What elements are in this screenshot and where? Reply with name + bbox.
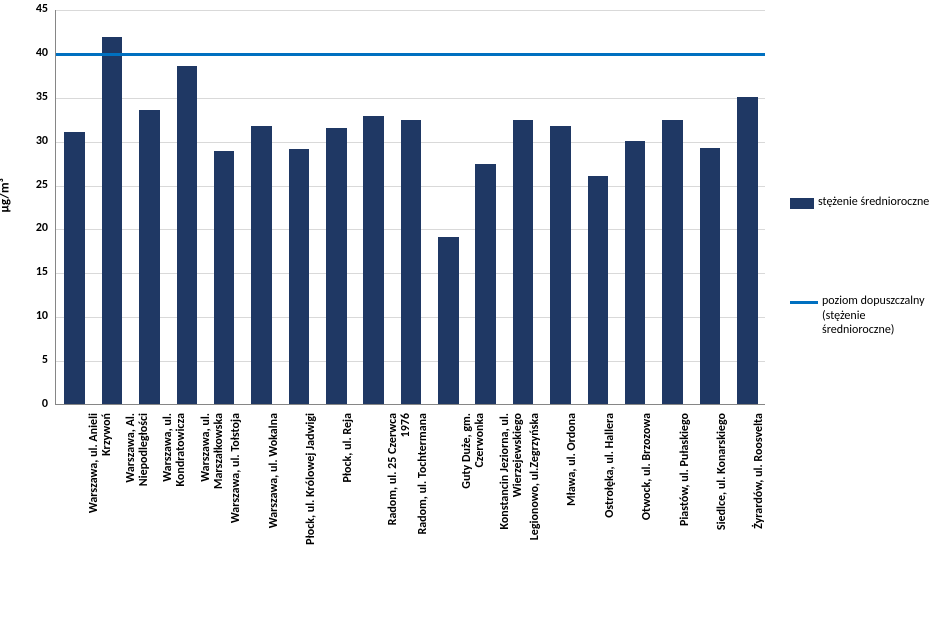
y-tick-label: 15 (18, 265, 48, 279)
y-tick-label: 35 (18, 90, 48, 104)
plot-area (55, 10, 765, 405)
bar (625, 141, 646, 404)
x-tick-label: Żyrardów, ul. Roosvelta (753, 413, 766, 613)
bar (326, 128, 347, 405)
chart-container: µg/m³ 051015202530354045Warszawa, ul. An… (10, 5, 770, 605)
x-tick-label: Warszawa, ul. Wokalna (268, 413, 281, 613)
y-tick-label: 25 (18, 178, 48, 192)
x-tick-label: Radom, ul. Tochtermana (417, 413, 430, 613)
bar (177, 66, 198, 404)
x-tick-label: Warszawa, ul.Kondratowicza (162, 413, 188, 613)
y-tick-label: 30 (18, 134, 48, 148)
bar (737, 97, 758, 404)
legend-item-line: poziom dopuszczalny (stężenie średnioroc… (790, 294, 940, 337)
x-tick-label: Warszawa, ul. AnieliKrzywoń (88, 413, 114, 613)
bar (363, 116, 384, 404)
bar (550, 126, 571, 404)
legend-swatch-bar (790, 198, 814, 209)
y-tick-label: 40 (18, 46, 48, 60)
x-tick-label: Płock, ul. Królowej Jadwigi (305, 413, 318, 613)
limit-line (56, 53, 765, 56)
x-tick-label: Radom, ul. 25 Czerwca1976 (387, 413, 413, 613)
legend-item-bar: stężenie średnioroczne (790, 195, 940, 209)
x-tick-label: Warszawa, Al.Niepodległości (125, 413, 151, 613)
y-axis-label: µg/m³ (0, 178, 13, 212)
bar (102, 37, 123, 404)
x-tick-label: Płock, ul. Reja (342, 413, 355, 613)
y-tick-label: 10 (18, 309, 48, 323)
bar (438, 237, 459, 404)
x-tick-label: Otwock, ul. Brzozowa (641, 413, 654, 613)
x-tick-label: Warszawa, ul. Tołstoja (230, 413, 243, 613)
gridline (56, 98, 765, 99)
bar (139, 110, 160, 404)
bar (251, 126, 272, 404)
bar (588, 176, 609, 404)
legend-text-line: poziom dopuszczalny (stężenie średnioroc… (822, 294, 940, 337)
y-tick-label: 20 (18, 221, 48, 235)
x-tick-label: Legionowo, ul.Zegrzyńska (529, 413, 542, 613)
x-tick-label: Mława, ul. Ordona (566, 413, 579, 613)
y-tick-label: 45 (18, 2, 48, 16)
bar (700, 148, 721, 404)
bar (401, 120, 422, 404)
bar (64, 132, 85, 404)
legend: stężenie średnioroczne poziom dopuszczal… (790, 195, 940, 423)
y-tick-label: 5 (18, 353, 48, 367)
bar (289, 149, 310, 404)
x-tick-label: Guty Duże, gm.Czerwonka (461, 413, 487, 613)
bar (662, 120, 683, 404)
bar (475, 164, 496, 404)
bar (214, 151, 235, 404)
gridline (56, 10, 765, 11)
legend-text-bar: stężenie średnioroczne (818, 195, 929, 209)
y-tick-label: 0 (18, 397, 48, 411)
bar (513, 120, 534, 404)
x-tick-label: Piastów, ul. Pułaskiego (679, 413, 692, 613)
x-tick-label: Konstancin Jeziorna, ul.Wierzejewskiego (499, 413, 525, 613)
x-tick-label: Ostrołęka, ul. Hallera (604, 413, 617, 613)
x-tick-label: Warszawa, ul.Marszałkowska (200, 413, 226, 613)
x-tick-label: Siedlce, ul. Konarskiego (716, 413, 729, 613)
legend-swatch-line (790, 301, 818, 304)
